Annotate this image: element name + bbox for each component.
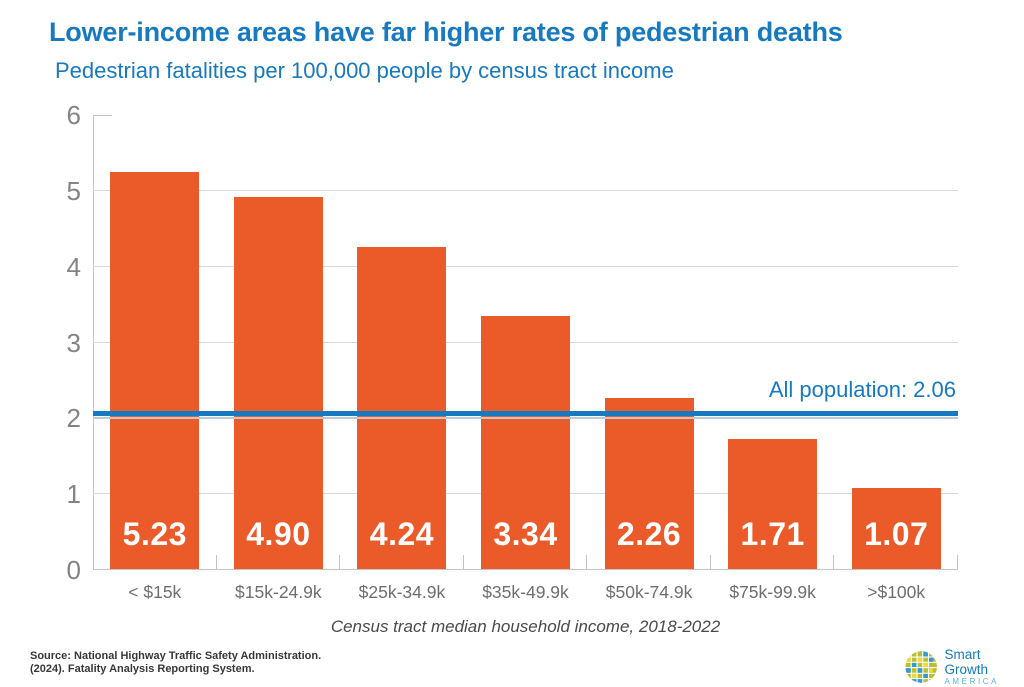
x-axis-tick — [957, 555, 958, 569]
bar-value-label: 1.71 — [740, 516, 805, 552]
y-tick-label: 2 — [66, 403, 81, 434]
y-axis-line — [93, 115, 94, 570]
y-tick-label: 0 — [66, 555, 81, 585]
bar: 4.90 — [233, 197, 323, 569]
y-tick-label: 3 — [66, 327, 81, 358]
y-axis-tick — [93, 115, 112, 116]
bar: 3.34 — [481, 316, 570, 569]
bar: 1.71 — [728, 439, 818, 569]
bar-value-label: 3.34 — [493, 516, 558, 552]
x-axis-tick — [216, 555, 217, 569]
gridline — [93, 265, 958, 267]
bar: 2.26 — [604, 398, 694, 569]
bar: 4.24 — [357, 247, 447, 569]
x-tick-label: $50k-74.9k — [605, 582, 693, 602]
chart-title: Lower-income areas have far higher rates… — [49, 17, 843, 47]
x-tick-label: $15k-24.9k — [235, 582, 322, 602]
reference-line-label: All population: 2.06 — [768, 376, 956, 402]
logo-mosaic-icon — [905, 651, 937, 683]
x-tick-label: < $15k — [128, 582, 182, 602]
x-axis-tick — [710, 555, 711, 569]
x-axis-title: Census tract median household income, 20… — [330, 617, 721, 636]
x-axis-tick — [833, 555, 834, 569]
source-note: Source: National Highway Traffic Safety … — [30, 650, 321, 676]
source-line-2: (2024). Fatality Analysis Reporting Syst… — [30, 663, 255, 675]
logo-text-smart-growth: Smart Growth — [944, 647, 988, 677]
x-axis-tick — [339, 555, 340, 569]
bar: 5.23 — [110, 172, 200, 569]
logo-text-america: AMERICA — [944, 677, 1000, 686]
bar-value-label: 5.23 — [122, 516, 187, 552]
plot-area: All population: 2.06 0 1 2 3 4 5 6 5.23 < $15k 4.… — [67, 100, 958, 602]
x-axis-line — [93, 569, 958, 570]
bar-value-label: 4.24 — [369, 516, 435, 552]
y-tick-label: 4 — [66, 251, 81, 282]
bar-value-label: 4.90 — [246, 516, 311, 552]
bar: 1.07 — [851, 488, 941, 569]
x-axis-tick — [463, 555, 464, 569]
chart-subtitle: Pedestrian fatalities per 100,000 people… — [55, 58, 674, 83]
x-tick-label: >$100k — [867, 582, 926, 602]
x-tick-label: $25k-34.9k — [358, 582, 446, 602]
reference-line-shadow — [93, 416, 958, 419]
gridline — [93, 189, 958, 191]
logo-wordmark: Smart Growth AMERICA — [944, 647, 1024, 687]
y-tick-label: 6 — [66, 100, 81, 130]
x-tick-label: $35k-49.9k — [482, 582, 569, 602]
reference-line — [93, 410, 958, 416]
y-tick-label: 1 — [66, 479, 81, 510]
source-line-1: Source: National Highway Traffic Safety … — [30, 650, 322, 662]
bar-value-label: 1.07 — [864, 516, 929, 552]
x-tick-label: $75k-99.9k — [729, 582, 816, 602]
smart-growth-america-logo: Smart Growth AMERICA — [905, 647, 1024, 687]
y-tick-label: 5 — [66, 175, 81, 206]
x-axis-tick — [586, 555, 587, 569]
bar-value-label: 2.26 — [616, 516, 682, 552]
